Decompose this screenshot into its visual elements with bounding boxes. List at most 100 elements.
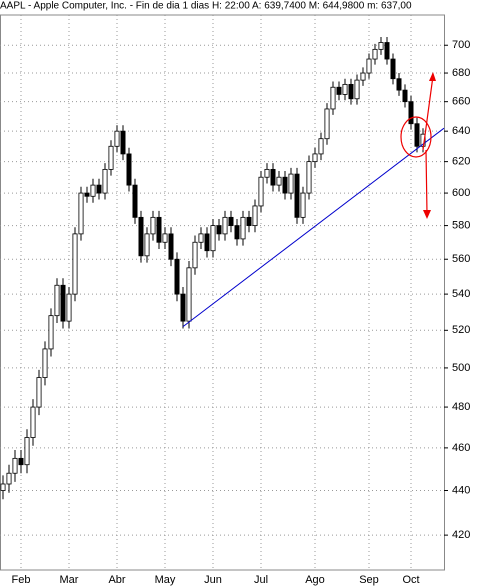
x-tick-label: Ago [305,574,325,586]
candle-body [144,233,150,257]
candle-body [138,216,144,257]
candle-body [198,233,204,243]
candle-body [156,216,162,243]
x-tick-label: Abr [108,574,125,586]
candle-body [192,241,198,269]
x-tick-label: Oct [402,574,419,586]
candle-body [402,89,408,103]
arrow-up [422,75,434,151]
y-tick-label: 480 [452,401,470,413]
x-tick-label: Jul [254,574,268,586]
y-tick-label: 580 [452,219,470,231]
candle-body [348,83,354,100]
candle-body [240,216,246,240]
candle-body [18,457,24,466]
candle-body [264,168,270,178]
candle-body [210,225,216,252]
candle-body [54,284,60,317]
candle-body [186,267,192,322]
x-tick-label: Sep [359,574,379,586]
candle-body [60,284,66,322]
candle-body [12,457,18,474]
candle-body [150,216,156,235]
y-tick-label: 620 [452,156,470,168]
plot-frame [0,14,445,571]
candle-body [372,48,378,60]
chart-title: AAPL - Apple Computer, Inc. - Fin de dia… [0,1,412,12]
y-tick-label: 540 [452,288,470,300]
y-tick-label: 460 [452,442,470,454]
candle-body [270,168,276,186]
candle-body [222,216,228,235]
candle-body [282,176,288,194]
candle-body [246,216,252,226]
y-tick-label: 700 [452,39,470,51]
y-tick-label: 560 [452,253,470,265]
y-tick-label: 500 [452,362,470,374]
candle-body [360,72,366,81]
candle-body [324,108,330,140]
arrow-up-head [429,72,436,81]
candle-body [24,437,30,466]
candle-body [108,145,114,170]
candle-body [306,161,312,194]
y-tick-label: 680 [452,67,470,79]
candle-body [174,258,180,295]
candle-body [258,176,264,207]
candle-body [30,406,36,438]
y-tick-label: 520 [452,324,470,336]
candle-body [342,83,348,95]
candle-body [366,58,372,74]
candle-body [162,233,168,243]
candle-body [354,79,360,100]
highlight-circle [400,116,432,158]
candle-body [168,233,174,260]
y-tick-label: 440 [452,484,470,496]
candle-body [396,78,402,91]
candle-body [318,138,324,155]
candle-body [228,216,234,226]
candle-body [48,315,54,350]
candle-body [6,472,12,485]
candle-body [72,233,78,295]
candle-body [300,192,306,218]
candle-body [252,205,258,226]
candle-body [126,153,132,186]
candle-body [336,86,342,95]
y-tick-label: 660 [452,96,470,108]
candle-body [0,483,6,491]
candle-body [276,176,282,186]
trendline [182,127,445,328]
candle-body [204,233,210,252]
candle-body [384,42,390,60]
candle-body [378,42,384,50]
x-tick-label: May [155,574,176,586]
candle-body [414,123,420,147]
candle-body [36,377,42,408]
candle-body [42,348,48,378]
y-tick-label: 600 [452,187,470,199]
candle-body [132,184,138,218]
y-tick-label: 420 [452,529,470,541]
x-tick-label: Feb [12,574,31,586]
candle-body [66,293,72,322]
candle-body [120,130,126,155]
y-tick-label: 640 [452,125,470,137]
candle-body [294,173,300,218]
x-tick-label: Jun [204,574,222,586]
candle-body [90,184,96,197]
candle-body [216,225,222,235]
candle-body [408,101,414,125]
candle-body [390,58,396,80]
candle-body [96,184,102,194]
candle-body [84,192,90,197]
candle-body [234,225,240,240]
x-tick-label: Mar [60,574,79,586]
candle-body [78,192,84,235]
candle-body [330,86,336,110]
arrow-down-head [423,210,431,219]
candle-body [180,293,186,322]
candle-body [102,168,108,194]
candle-body [312,153,318,163]
